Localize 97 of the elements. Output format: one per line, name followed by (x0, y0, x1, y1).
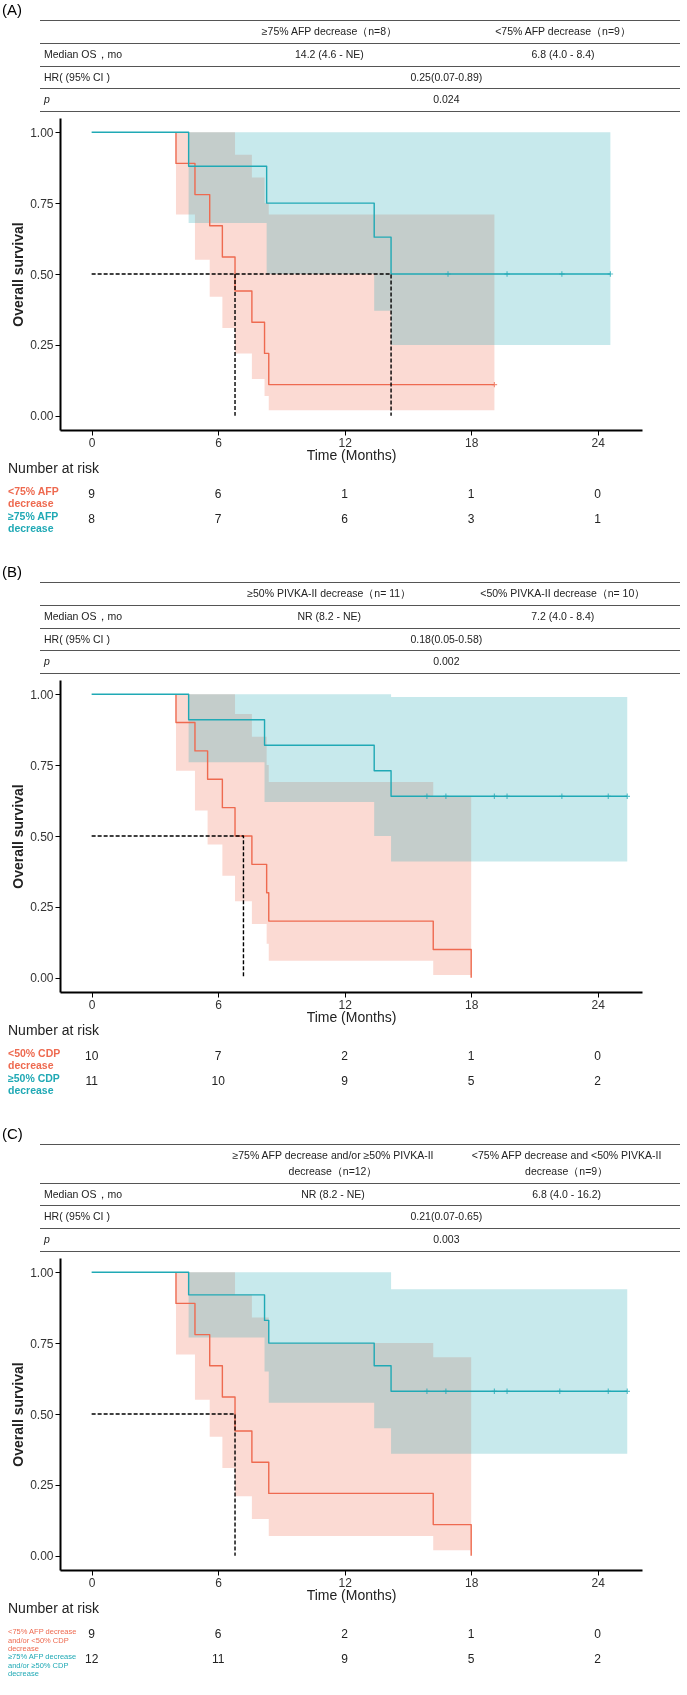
text: 6 (341, 512, 349, 526)
text: 0 (594, 1049, 602, 1063)
text: 1 (341, 487, 349, 501)
text: p (40, 88, 213, 112)
text: 12 (84, 1651, 99, 1666)
text: 5 (467, 1651, 475, 1666)
x-tick-label: 18 (465, 435, 479, 450)
y-axis-title: Overall survival (10, 222, 27, 327)
text: <50% PIVKA-II decrease（n= 10） (445, 582, 680, 606)
text: 6 (214, 1626, 222, 1641)
text: 0 (594, 1626, 602, 1641)
text: 6.8 (4.0 - 16.2) (453, 1183, 680, 1206)
text: ≥75% AFP decrease and/or ≥50% PIVKA-II decrease（n=12） (212, 1144, 454, 1183)
x-tick-label: 24 (591, 997, 606, 1012)
text: 10 (211, 1074, 226, 1088)
text: p (40, 1228, 213, 1252)
y-tick-label: 1.00 (30, 125, 54, 140)
text: Number at risk (8, 1022, 101, 1038)
text: 9 (88, 1626, 96, 1641)
y-tick-label: 0.00 (30, 1549, 54, 1564)
text: 6.8 (4.0 - 8.4) (446, 43, 680, 66)
y-tick-label: 0.25 (30, 338, 54, 353)
text: 9 (341, 1074, 349, 1088)
y-tick-label: 0.75 (30, 758, 54, 773)
text: 6 (214, 487, 222, 501)
y-tick-label: 1.00 (30, 1265, 54, 1280)
x-tick-label: 24 (591, 1575, 606, 1590)
text: 2 (341, 1626, 349, 1641)
y-tick-label: 0.00 (30, 409, 54, 424)
text: ≥75% AFP decrease (8, 510, 59, 534)
x-tick-label: 6 (215, 435, 223, 450)
text: <75% AFP decrease and <50% PIVKA-II decrease（n=9） (453, 1144, 680, 1183)
x-tick-label: 0 (88, 997, 96, 1012)
text: 0.003 (212, 1228, 680, 1252)
text: 1 (594, 512, 602, 526)
text: 9 (88, 487, 96, 501)
text: 3 (467, 512, 475, 526)
text: ≥75% AFP decrease（n=8） (212, 20, 447, 44)
text: 1 (467, 487, 475, 501)
x-tick-label: 0 (88, 435, 96, 450)
text: <50% CDP decrease (8, 1047, 61, 1071)
y-tick-label: 0.75 (30, 196, 54, 211)
text: <75% AFP decrease (8, 485, 59, 509)
x-tick-label: 6 (215, 1575, 223, 1590)
text: 1 (467, 1049, 475, 1063)
text: 10 (84, 1049, 99, 1063)
text: Median OS，mo (40, 605, 213, 628)
text: 9 (341, 1651, 349, 1666)
text: 0.21(0.07-0.65) (212, 1205, 680, 1229)
text: 7.2 (4.0 - 8.4) (445, 605, 680, 628)
text: 0 (594, 487, 602, 501)
y-axis-title: Overall survival (10, 784, 27, 889)
text: 11 (85, 1074, 99, 1088)
text: NR (8.2 - NE) (212, 1183, 454, 1206)
y-tick-label: 0.50 (30, 829, 54, 844)
text: 2 (594, 1074, 602, 1088)
text: ≥50% CDP decrease (8, 1072, 60, 1096)
x-tick-label: 24 (591, 435, 606, 450)
text: <75% AFP decrease（n=9） (446, 20, 680, 44)
y-tick-label: 1.00 (30, 687, 54, 702)
text: Number at risk (8, 1599, 101, 1616)
x-tick-label: 0 (88, 1575, 96, 1590)
text: Median OS，mo (40, 1183, 213, 1206)
text: Number at risk (8, 460, 101, 476)
y-tick-label: 0.25 (30, 900, 54, 915)
y-tick-label: 0.00 (30, 971, 54, 986)
text: 5 (467, 1074, 475, 1088)
chart-title: (B) (1, 562, 23, 582)
text: 2 (594, 1651, 602, 1666)
text: 0.002 (212, 650, 680, 674)
x-tick-label: 18 (465, 997, 479, 1012)
text: 0.18(0.05-0.58) (212, 628, 680, 651)
text: 2 (341, 1049, 349, 1063)
text: 8 (88, 512, 96, 526)
y-tick-label: 0.75 (30, 1336, 54, 1351)
text: ≥50% PIVKA-II decrease（n= 11） (212, 582, 446, 606)
chart-title: (C) (1, 1124, 24, 1144)
y-tick-label: 0.25 (30, 1478, 54, 1493)
y-tick-label: 0.50 (30, 267, 54, 282)
text: 14.2 (4.6 - NE) (212, 43, 447, 66)
text: NR (8.2 - NE) (212, 605, 446, 628)
text: 0.25(0.07-0.89) (212, 66, 680, 89)
x-tick-label: 6 (215, 997, 223, 1012)
text: HR( (95% CI ) (40, 66, 213, 89)
x-tick-label: 18 (465, 1575, 479, 1590)
text: 7 (214, 512, 222, 526)
text: 1 (467, 1626, 475, 1641)
text: 11 (211, 1651, 225, 1666)
text: 0.024 (212, 88, 680, 112)
text: HR( (95% CI ) (40, 628, 213, 651)
y-axis-title: Overall survival (10, 1362, 27, 1467)
text: HR( (95% CI ) (40, 1205, 213, 1229)
chart-title: (A) (1, 0, 23, 20)
text: p (40, 650, 213, 674)
text: Median OS，mo (40, 43, 213, 66)
y-tick-label: 0.50 (30, 1407, 54, 1422)
text: 7 (214, 1049, 222, 1063)
